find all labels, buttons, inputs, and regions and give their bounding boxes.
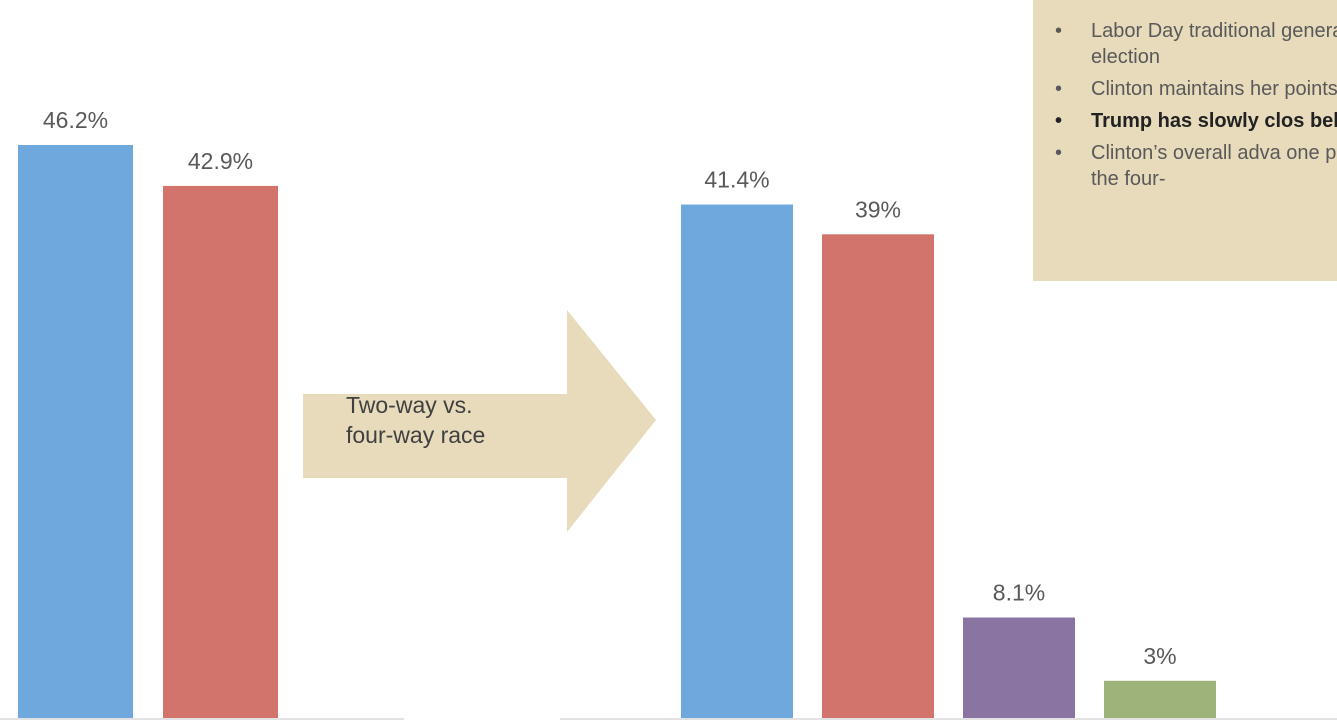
bar-two-way-2 <box>163 185 278 718</box>
bar-two-way-1 <box>18 145 133 718</box>
note-text: Clinton’s overall adva one point in the … <box>1091 142 1337 190</box>
note-item: • Clinton’s overall adva one point in the… <box>1051 140 1337 192</box>
arrow-shape <box>303 310 656 532</box>
arrow-label-line: four-way race <box>346 422 486 448</box>
data-label: 3% <box>1143 643 1176 669</box>
chart-two-way: 46.2% 42.9% <box>0 107 404 720</box>
note-item: • Trump has slowly clos behind <box>1051 108 1337 134</box>
notes-list: • Labor Day traditional general election … <box>1051 18 1337 192</box>
note-text: Trump has slowly clos behind <box>1091 110 1337 132</box>
bullet-icon: • <box>1055 20 1063 42</box>
bar-four-way-4 <box>1104 680 1216 718</box>
bar-four-way-3 <box>963 617 1075 718</box>
note-text: Labor Day traditional general election <box>1091 20 1337 68</box>
data-label: 8.1% <box>993 580 1045 606</box>
arrow-label: Two-way vs. four-way race <box>346 390 566 450</box>
bullet-icon: • <box>1055 78 1063 100</box>
chart-four-way: 41.4% 39% 8.1% 3% <box>560 167 1337 720</box>
note-item: • Labor Day traditional general election <box>1051 18 1337 70</box>
arrow-label-line: Two-way vs. <box>346 392 473 418</box>
data-label: 39% <box>855 196 901 222</box>
bullet-icon: • <box>1055 110 1063 132</box>
data-label: 46.2% <box>43 107 108 133</box>
note-text: Clinton maintains her points <box>1091 78 1337 100</box>
data-label: 41.4% <box>704 167 769 193</box>
bar-four-way-2 <box>822 234 934 718</box>
note-item: • Clinton maintains her points <box>1051 76 1337 102</box>
bullet-icon: • <box>1055 142 1063 164</box>
data-label: 42.9% <box>188 148 253 174</box>
bar-four-way-1 <box>681 204 793 718</box>
notes-panel: • Labor Day traditional general election … <box>1033 0 1337 281</box>
